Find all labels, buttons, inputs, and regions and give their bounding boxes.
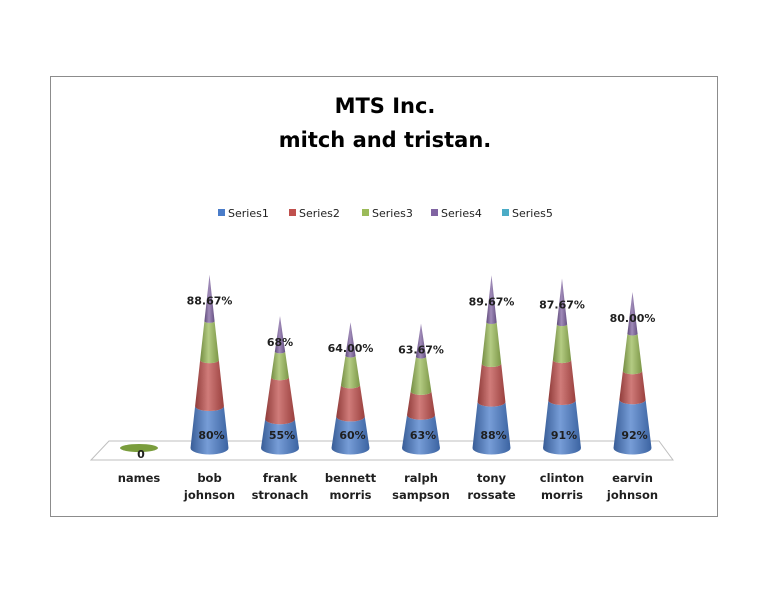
chart-title: MTS Inc. mitch and tristan. <box>279 94 492 152</box>
category-label: bob <box>197 471 221 485</box>
empty-base <box>120 444 158 452</box>
category-label: clinton <box>540 471 584 485</box>
legend-label: Series4 <box>441 207 482 220</box>
data-label-series4: 87.67% <box>539 298 585 311</box>
cone-0 <box>120 444 158 452</box>
cone-segment-series2 <box>336 385 365 422</box>
cone-segment-series2 <box>477 363 506 407</box>
data-label-series4: 80.00% <box>610 312 656 325</box>
cone-segment-series2 <box>407 391 435 420</box>
category-label: johnson <box>183 488 235 502</box>
cone-segment-series2 <box>265 377 295 425</box>
data-label-series4: 64.00% <box>328 342 374 355</box>
cone-segment-series4 <box>345 322 356 358</box>
cone-1 <box>190 274 229 455</box>
cone-segment-series3 <box>410 356 432 395</box>
cone-3 <box>331 322 370 455</box>
category-label: rossate <box>467 488 516 502</box>
category-label: names <box>118 471 161 485</box>
category-label: earvin <box>612 471 653 485</box>
cone-segment-series3 <box>341 355 360 389</box>
legend-label: Series3 <box>372 207 413 220</box>
cone-segment-series1 <box>543 400 581 455</box>
cone-segment-series2 <box>195 359 224 412</box>
cones <box>120 274 652 455</box>
category-label: bennett <box>325 471 377 485</box>
category-label: morris <box>541 488 583 502</box>
chart-floor <box>89 440 674 461</box>
title-line-2: mitch and tristan. <box>279 128 492 152</box>
data-label-series1: 88% <box>480 429 506 442</box>
legend-swatch <box>431 209 438 216</box>
legend: Series1 Series2 Series3 Series4 Series5 <box>218 207 553 220</box>
cone-segment-series4 <box>486 275 497 325</box>
cone-segment-series3 <box>481 322 502 367</box>
cone-segment-series3 <box>552 324 572 364</box>
cone-6 <box>543 278 581 455</box>
floor-plane <box>89 440 674 461</box>
legend-item-series1: Series1 <box>218 207 269 220</box>
chart-frame: MTS Inc. mitch and tristan. Series1 Series… <box>50 76 718 517</box>
cone-segment-series3 <box>622 333 643 375</box>
data-label-series1: 91% <box>551 429 577 442</box>
cone-segment-series4 <box>627 291 638 336</box>
data-label-series1: 55% <box>269 429 295 442</box>
cone-segment-series1 <box>190 406 229 455</box>
data-label-series4: 89.67% <box>469 295 515 308</box>
legend-item-series3: Series3 <box>362 207 413 220</box>
cone-segment-series2 <box>619 370 646 405</box>
legend-swatch <box>218 209 225 216</box>
cone-segment-series1 <box>261 419 299 455</box>
legend-label: Series1 <box>228 207 269 220</box>
cone-segment-series4 <box>415 323 427 359</box>
data-label-series1: 80% <box>198 429 224 442</box>
cone-segment-series1 <box>472 401 511 455</box>
cone-7 <box>613 291 652 455</box>
data-label-series1: 63% <box>410 429 436 442</box>
cone-segment-series4 <box>204 274 215 323</box>
legend-item-series4: Series4 <box>431 207 482 220</box>
cone-4 <box>402 323 440 455</box>
cone-segment-series3 <box>200 321 219 364</box>
data-labels: 0 80% 88.67% 55% 68% 60% 64.00% 63% 63.67% 88% 89.… <box>137 295 655 461</box>
cone-segment-series1 <box>331 416 370 455</box>
cone-segment-series4 <box>556 278 568 327</box>
cone-5 <box>472 275 511 455</box>
data-label-series1: 60% <box>339 429 365 442</box>
cone-segment-series1 <box>402 414 440 455</box>
category-label: morris <box>329 488 371 502</box>
legend-label: Series5 <box>512 207 553 220</box>
category-label: stronach <box>252 488 309 502</box>
category-labels: names bob johnson frank stronach bennett morri… <box>118 471 658 502</box>
data-label-series1: 92% <box>621 429 647 442</box>
data-label-series4: 68% <box>267 336 293 349</box>
legend-swatch <box>502 209 509 216</box>
data-label-series4: 63.67% <box>398 343 444 356</box>
legend-swatch <box>289 209 296 216</box>
category-label: sampson <box>392 488 450 502</box>
legend-swatch <box>362 209 369 216</box>
legend-item-series2: Series2 <box>289 207 340 220</box>
cone-segment-series2 <box>548 359 576 405</box>
cone-segment-series4 <box>274 315 286 354</box>
cone-chart: MTS Inc.mitch and tristan. Series1 Series… <box>89 94 674 502</box>
legend-item-series5: Series5 <box>502 207 553 220</box>
cone-segment-series3 <box>271 351 289 381</box>
legend-label: Series2 <box>299 207 340 220</box>
category-label: frank <box>263 471 298 485</box>
category-label: tony <box>477 471 507 485</box>
title-line-1: MTS Inc. <box>335 94 436 118</box>
cone-segment-series1 <box>613 399 652 455</box>
category-label: johnson <box>606 488 658 502</box>
cone-2 <box>261 315 299 455</box>
data-label-series1: 0 <box>137 448 145 461</box>
category-label: ralph <box>404 471 438 485</box>
data-label-series4: 88.67% <box>187 295 233 308</box>
